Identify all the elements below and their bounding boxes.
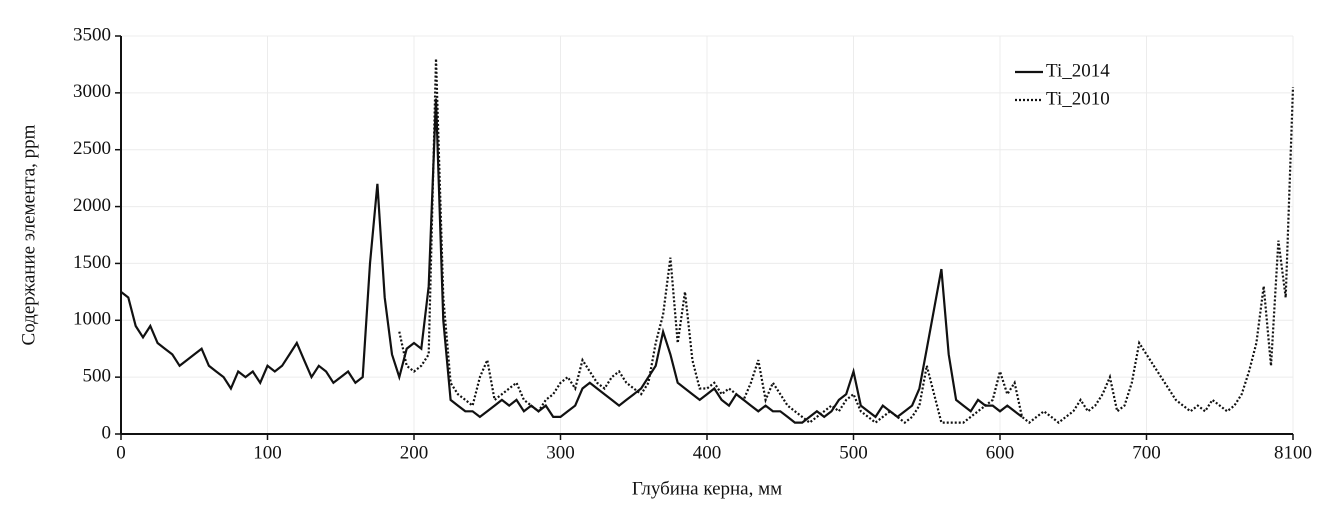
y-axis-label: Содержание элемента, ppm	[18, 124, 39, 345]
series-line	[398, 58, 1295, 424]
x-tick-label: 200	[400, 442, 429, 463]
y-tick-label: 3500	[73, 24, 111, 45]
y-tick-label: 2000	[73, 195, 111, 216]
x-tick-label: 400	[693, 442, 722, 463]
x-axis-label: Глубина керна, мм	[632, 478, 782, 499]
y-tick-label: 1000	[73, 309, 111, 330]
y-tick-label: 1500	[73, 252, 111, 273]
x-tick-label: 300	[546, 442, 575, 463]
series-line	[120, 98, 1023, 424]
x-tick-label: 500	[839, 442, 868, 463]
y-tick-label: 0	[102, 422, 112, 443]
x-tick-label: 8100	[1274, 442, 1312, 463]
y-tick-label: 3000	[73, 81, 111, 102]
legend-label: Ti_2010	[1046, 88, 1110, 109]
y-tick-label: 2500	[73, 138, 111, 159]
y-tick-label: 500	[83, 366, 112, 387]
legend-label: Ti_2014	[1046, 60, 1110, 81]
x-tick-label: 600	[986, 442, 1015, 463]
x-tick-label: 0	[116, 442, 126, 463]
x-tick-label: 100	[253, 442, 282, 463]
x-tick-label: 700	[1132, 442, 1161, 463]
